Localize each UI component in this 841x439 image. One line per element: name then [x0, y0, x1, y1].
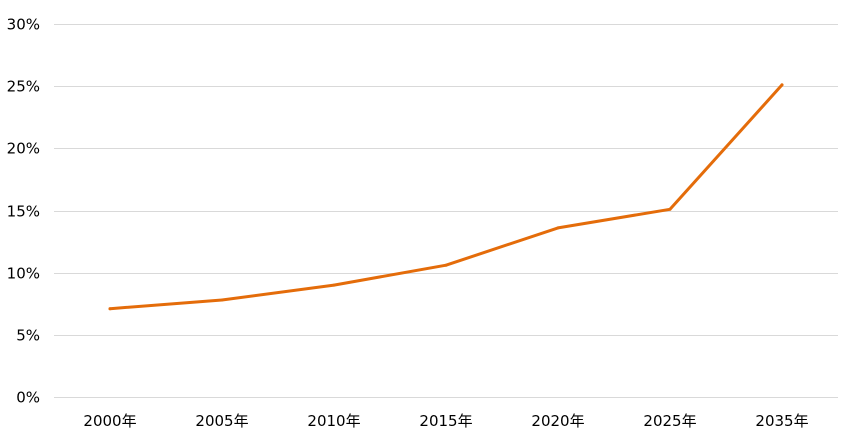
y-axis: 0% 5% 10% 15% 20% 25% 30%	[7, 16, 40, 407]
x-axis: 2000年 2005年 2010年 2015年 2020年 2025年 2035年	[83, 412, 808, 430]
y-tick-label: 25%	[7, 78, 40, 96]
y-tick-label: 15%	[7, 203, 40, 221]
data-point	[108, 307, 112, 311]
y-tick-label: 20%	[7, 140, 40, 158]
x-tick-label: 2000年	[83, 412, 136, 430]
x-tick-label: 2010年	[307, 412, 360, 430]
series-layer	[108, 83, 784, 311]
y-tick-label: 30%	[7, 16, 40, 34]
x-tick-label: 2005年	[195, 412, 248, 430]
x-tick-label: 2015年	[419, 412, 472, 430]
series-line-0	[108, 83, 784, 311]
data-point	[220, 298, 224, 302]
data-point	[780, 83, 784, 87]
y-tick-label: 0%	[16, 389, 40, 407]
x-tick-label: 2020年	[531, 412, 584, 430]
data-point	[444, 263, 448, 267]
data-point	[332, 283, 336, 287]
grid-layer	[54, 24, 838, 398]
y-tick-label: 10%	[7, 265, 40, 283]
data-point	[556, 226, 560, 230]
y-tick-label: 5%	[16, 327, 40, 345]
x-tick-label: 2035年	[755, 412, 808, 430]
x-tick-label: 2025年	[643, 412, 696, 430]
data-point	[668, 207, 672, 211]
